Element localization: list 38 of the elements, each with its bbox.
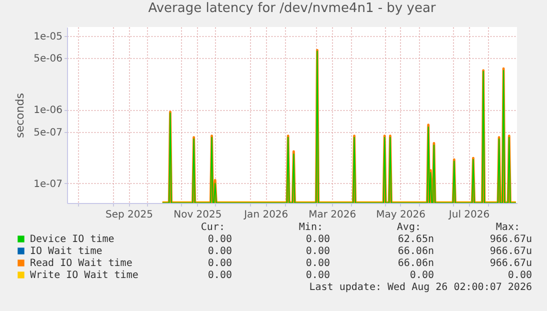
text: 966.67u [490,234,532,245]
text: 0.00 [306,234,330,245]
legend-label: Write IO Wait time [30,270,138,281]
x-tick-label: Jan 2026 [243,210,288,220]
text: 966.67u [490,246,532,257]
text: 62.65n [398,234,434,245]
x-tick-label: Jul 2026 [448,210,490,220]
legend-label: Read IO Wait time [30,258,132,269]
text: Cur: [200,222,225,233]
y-tick-label: 1e-06 [34,105,62,116]
text: 0.00 [208,270,232,281]
y-tick-label: 5e-06 [34,54,62,65]
text: 0.00 [208,258,232,269]
text: Last update: Wed Aug 26 02:00:07 2026 [309,282,532,293]
text: 0.00 [208,246,232,257]
x-tick-label: Mar 2026 [308,210,356,220]
text: Avg: [396,222,421,233]
y-tick-label: 1e-07 [34,178,62,190]
text: 0.00 [410,270,434,281]
chart-title: Average latency for /dev/nvme4n1 - by year [148,1,436,16]
y-tick-label: 5e-07 [34,127,62,138]
text: 66.06n [398,258,434,269]
y-tick-label: 1e-05 [34,31,62,42]
x-tick-label: May 2026 [376,210,426,220]
x-tick-label: Nov 2025 [174,210,222,220]
text: 0.00 [306,258,330,269]
text: 0.00 [306,246,330,257]
text: 0.00 [208,234,232,245]
x-tick-label: Sep 2025 [105,210,153,220]
y-axis-title: seconds [14,92,27,138]
text: 0.00 [306,270,330,281]
text: 0.00 [508,270,532,281]
text: Max: [496,222,520,233]
legend-label: Device IO time [30,234,114,245]
text: 66.06n [398,246,434,257]
text: Min: [298,222,323,233]
text: 966.67u [490,258,532,269]
legend-label: IO Wait time [30,246,102,257]
